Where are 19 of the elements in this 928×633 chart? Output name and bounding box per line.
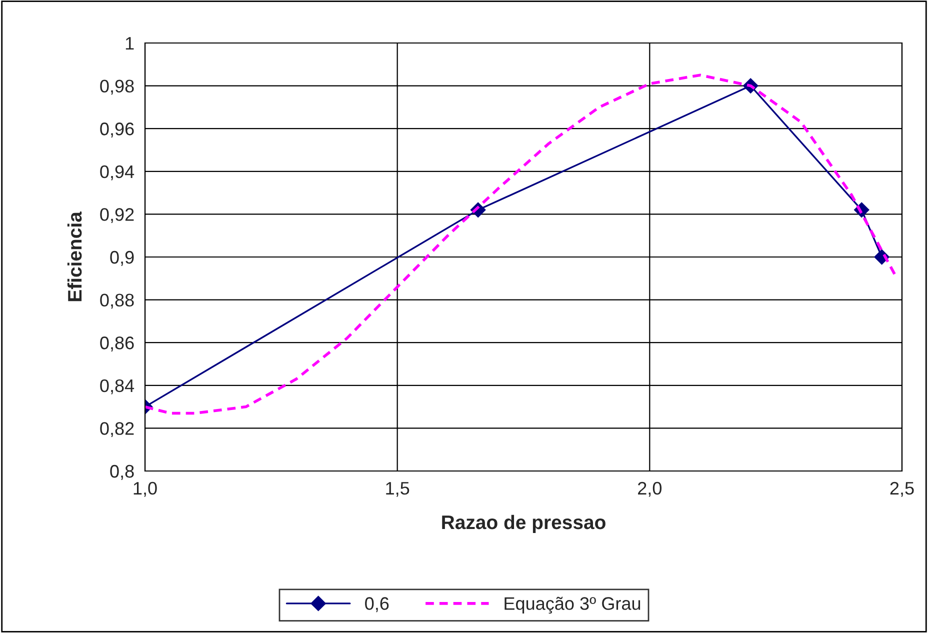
x-tick-label: 2,5 [890,482,914,497]
y-tick-label: 0,98 [100,80,134,95]
y-tick-label: 0,84 [100,379,134,394]
y-tick-label: 0,82 [100,422,134,438]
legend-label: Equação 3º Grau [504,596,640,614]
x-tick-label: 1,0 [134,482,157,497]
y-tick-label: 0,96 [100,122,134,138]
y-tick-label: 0,88 [100,294,134,309]
y-tick-label: 0,92 [100,208,134,224]
y-tick-label: 0,86 [100,336,134,352]
x-tick-label: 1,5 [386,482,410,497]
y-axis-title: Eficiencia [67,211,82,302]
legend-label: 0,6 [365,597,389,612]
y-tick-label: 0,8 [110,464,134,480]
y-tick-label: 0,94 [100,165,134,180]
y-tick-label: 0,9 [110,250,134,266]
y-tick-label: 1 [126,37,134,50]
x-tick-label: 2,0 [638,482,662,497]
x-axis-title: Razao de pressao [442,514,606,534]
